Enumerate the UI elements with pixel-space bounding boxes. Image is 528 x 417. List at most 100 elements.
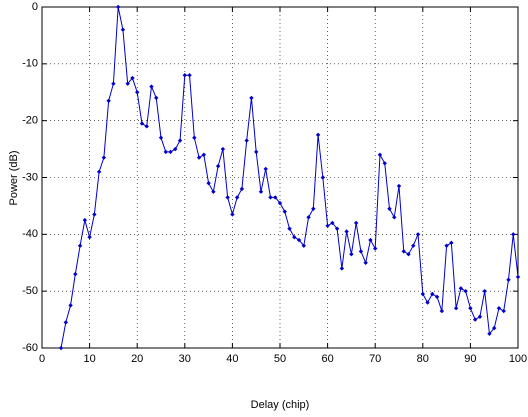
data-marker <box>406 252 411 257</box>
data-marker <box>453 306 459 311</box>
data-marker <box>87 234 92 240</box>
data-marker <box>96 169 102 175</box>
data-marker <box>277 200 283 206</box>
y-axis-label: Power (dB) <box>8 150 20 205</box>
y-tick-label: -50 <box>22 285 38 297</box>
x-tick-label: 10 <box>83 353 95 365</box>
data-marker <box>263 166 268 172</box>
data-marker <box>311 206 316 211</box>
data-marker <box>477 314 483 319</box>
data-marker <box>211 189 216 194</box>
data-marker <box>325 223 330 229</box>
data-marker <box>135 90 140 95</box>
data-marker <box>239 186 245 192</box>
data-marker <box>125 81 130 86</box>
data-marker <box>258 189 264 194</box>
y-tick-label: -20 <box>22 115 38 127</box>
data-marker <box>425 300 430 305</box>
data-marker <box>149 84 154 89</box>
data-marker <box>115 4 121 10</box>
x-tick-label: 100 <box>509 353 527 365</box>
data-marker <box>92 212 97 217</box>
data-marker <box>315 132 321 138</box>
data-marker <box>73 271 78 277</box>
data-marker <box>482 288 487 294</box>
data-marker <box>353 220 359 226</box>
data-marker <box>254 149 259 155</box>
data-marker <box>368 237 373 243</box>
data-marker <box>377 152 383 157</box>
data-marker <box>58 345 64 351</box>
data-marker <box>63 320 68 325</box>
data-marker <box>349 252 354 257</box>
data-marker <box>111 81 116 86</box>
data-marker <box>401 249 406 254</box>
data-marker <box>139 121 145 126</box>
data-marker <box>358 249 364 254</box>
data-marker <box>306 215 311 220</box>
data-marker <box>430 291 435 297</box>
data-marker <box>101 155 107 160</box>
data-marker <box>496 306 502 311</box>
data-marker <box>287 226 292 231</box>
data-marker <box>468 306 473 311</box>
data-marker <box>515 274 521 280</box>
data-marker <box>163 149 168 155</box>
data-marker <box>230 212 235 217</box>
data-marker <box>154 95 159 101</box>
x-tick-label: 80 <box>417 353 429 365</box>
data-marker <box>320 175 326 180</box>
data-marker <box>196 155 202 160</box>
data-marker <box>301 243 306 248</box>
data-marker <box>220 146 226 152</box>
data-marker <box>296 237 302 243</box>
data-marker <box>182 73 187 78</box>
data-marker <box>492 325 497 331</box>
x-tick-label: 30 <box>179 353 191 365</box>
x-tick-label: 70 <box>369 353 381 365</box>
data-marker <box>387 206 392 211</box>
data-marker <box>82 217 88 223</box>
data-marker <box>472 317 478 322</box>
y-tick-label: -10 <box>22 58 38 70</box>
x-tick-label: 40 <box>226 353 238 365</box>
data-marker <box>187 73 192 78</box>
data-marker <box>268 195 273 200</box>
data-marker <box>458 286 464 291</box>
y-tick-label: -30 <box>22 171 38 183</box>
data-marker <box>206 180 211 186</box>
data-marker <box>511 232 516 237</box>
data-marker <box>363 260 368 265</box>
data-marker <box>487 331 492 336</box>
data-marker <box>420 291 425 297</box>
y-tick-label: -60 <box>22 342 38 354</box>
data-marker <box>130 75 135 81</box>
data-marker <box>506 277 511 282</box>
data-marker <box>434 294 440 300</box>
x-axis-label: Delay (chip) <box>251 399 310 411</box>
data-marker <box>201 152 207 157</box>
data-marker <box>68 303 73 308</box>
data-marker <box>334 226 340 231</box>
data-marker <box>411 243 416 248</box>
x-tick-label: 60 <box>321 353 333 365</box>
data-marker <box>144 124 149 129</box>
data-marker <box>463 288 468 294</box>
data-marker <box>415 232 421 237</box>
data-marker <box>249 95 254 101</box>
data-marker <box>373 246 378 251</box>
data-marker <box>225 195 230 200</box>
y-tick-label: -40 <box>22 228 38 240</box>
data-marker <box>215 163 221 169</box>
data-marker <box>77 243 83 248</box>
data-marker <box>396 183 402 189</box>
x-tick-label: 0 <box>39 353 45 365</box>
axes-box <box>41 6 519 349</box>
data-marker <box>192 135 197 140</box>
x-tick-label: 90 <box>464 353 476 365</box>
data-marker <box>392 215 397 220</box>
data-marker <box>173 146 178 152</box>
data-marker <box>273 195 278 200</box>
data-marker <box>439 308 445 314</box>
